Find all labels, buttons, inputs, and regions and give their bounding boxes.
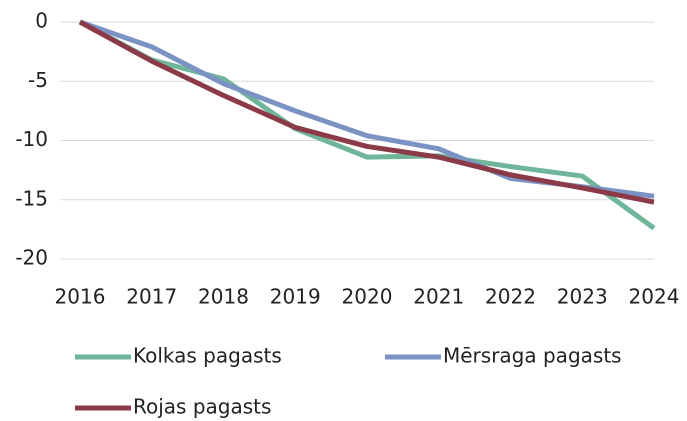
legend-label: Rojas pagasts	[133, 395, 271, 419]
x-tick-label: 2020	[342, 285, 393, 309]
y-tick-label: 0	[35, 9, 48, 33]
legend-label: Mērsraga pagasts	[443, 344, 622, 368]
legend-label: Kolkas pagasts	[133, 344, 282, 368]
x-tick-label: 2022	[485, 285, 536, 309]
x-tick-label: 2023	[557, 285, 608, 309]
y-tick-label: -5	[28, 68, 48, 92]
x-tick-label: 2019	[270, 285, 321, 309]
x-tick-label: 2024	[629, 285, 680, 309]
x-tick-label: 2016	[55, 285, 106, 309]
y-tick-label: -10	[15, 127, 48, 151]
series-line	[78, 19, 655, 205]
series-line	[79, 19, 655, 199]
y-tick-label: -20	[15, 246, 48, 270]
series-line	[78, 19, 656, 231]
y-tick-label: -15	[15, 186, 48, 210]
x-tick-label: 2018	[198, 285, 249, 309]
x-tick-label: 2021	[413, 285, 464, 309]
x-tick-label: 2017	[126, 285, 177, 309]
